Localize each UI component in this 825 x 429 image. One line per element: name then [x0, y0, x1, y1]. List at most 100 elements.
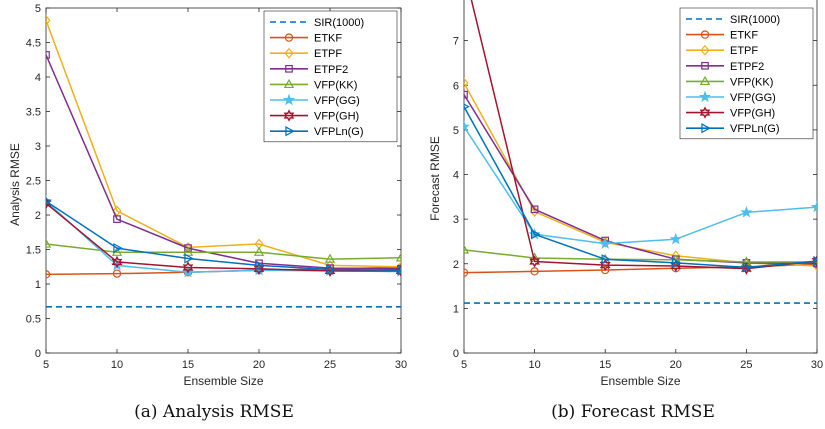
data-point-vfpln-g [184, 253, 194, 264]
series-line-vfp-kk [464, 249, 817, 263]
data-point-vfp-kk [182, 246, 194, 256]
y-tick-label: 2 [453, 259, 459, 271]
x-tick-label: 25 [324, 359, 336, 371]
chart-analysis-rmse: 5 10 15 20 25 30 0 0.5 1 1.5 2 2.5 3 3.5 4 4.5 5 Ensemble… [8, 3, 407, 422]
legend-label-etpf: ETPF [314, 48, 342, 60]
x-tick-label: 20 [253, 359, 265, 371]
series-line-etpf2 [464, 94, 817, 265]
x-tick-label: 10 [528, 359, 540, 371]
y-tick-label: 3.5 [26, 107, 41, 119]
data-point-etpf2 [113, 215, 121, 223]
data-point-vfp-gh [529, 255, 540, 268]
x-tick-label: 15 [599, 359, 611, 371]
legend-label-vfp-kk: VFP(KK) [730, 76, 773, 88]
data-point-etpf [464, 77, 469, 89]
data-point-vfp-gh [811, 254, 817, 268]
data-point-vfpln-g [326, 264, 336, 275]
data-point-vfpln-g [742, 262, 753, 273]
legend-label-etkf: ETKF [730, 30, 758, 42]
data-point-vfpln-g [464, 103, 470, 110]
legend-marker-etpf [700, 44, 710, 56]
series-line-vfp-kk [46, 243, 401, 260]
data-point-vfp-gg [740, 206, 753, 218]
data-point-vfpln-g [601, 254, 611, 265]
data-point-vfp-gh [182, 261, 194, 274]
data-point-vfp-gh [599, 258, 611, 272]
data-point-vfpln-g [397, 265, 401, 276]
legend-label-sir-1000: SIR(1000) [730, 14, 780, 26]
y-tick-label: 2 [35, 210, 41, 222]
legend-label-vfp-gg: VFP(GG) [314, 95, 360, 107]
figure-caption: (a) Analysis RMSE [134, 402, 294, 422]
y-tick-label: 1 [35, 279, 41, 291]
data-point-etkf [530, 267, 539, 276]
x-tick-label: 10 [111, 359, 123, 371]
legend-marker-vfp-gh [283, 109, 295, 122]
legend-marker-vfpln-g [285, 126, 295, 137]
y-tick-label: 2.5 [26, 176, 41, 188]
legend-label-etpf2: ETPF2 [730, 61, 764, 73]
legend-label-vfpln-g: VFPLn(G) [730, 123, 780, 135]
y-tick-label: 0.5 [26, 314, 41, 326]
x-axis-label: Ensemble Size [600, 374, 680, 388]
legend-label-etpf: ETPF [730, 45, 758, 57]
legend: SIR(1000) ETKF ETPF ETPF2 VFP(KK) VFP(GG) VFP(… [679, 7, 814, 140]
y-tick-label: 1 [453, 303, 459, 315]
legend-marker-etpf2 [701, 61, 709, 70]
x-tick-label: 5 [461, 359, 467, 371]
legend-box [679, 7, 814, 140]
legend: SIR(1000) ETKF ETPF ETPF2 VFP(KK) VFP(GG) VFP(… [263, 10, 398, 143]
series-line-etpf2 [46, 54, 401, 270]
data-point-vfp-kk [395, 252, 401, 262]
legend-label-vfpln-g: VFPLn(G) [314, 126, 364, 138]
legend-marker-vfp-kk [283, 78, 295, 89]
data-point-vfp-kk [464, 244, 470, 254]
y-tick-label: 4 [35, 72, 41, 84]
data-point-etkf [46, 270, 51, 279]
data-point-vfp-gg [464, 120, 471, 132]
legend-marker-etpf [284, 47, 294, 59]
data-point-vfp-kk [324, 253, 336, 263]
legend-label-vfp-gg: VFP(GG) [730, 92, 776, 104]
y-tick-label: 3 [35, 141, 41, 153]
series-group [46, 14, 401, 308]
y-tick-label: 5 [35, 3, 41, 15]
data-point-vfp-kk [46, 238, 52, 248]
legend-marker-vfpln-g [701, 123, 711, 134]
data-point-vfpln-g [813, 255, 817, 267]
data-point-etkf [464, 268, 469, 277]
data-point-vfpln-g [255, 260, 265, 271]
figure-caption: (b) Forecast RMSE [551, 402, 715, 422]
series-line-vfpln-g [464, 106, 817, 269]
legend-marker-etkf [700, 30, 710, 39]
y-axis-label: Forecast RMSE [428, 136, 442, 221]
legend-label-vfp-gh: VFP(GH) [730, 108, 775, 120]
x-tick-label: 30 [395, 359, 407, 371]
x-tick-label: 30 [811, 359, 823, 371]
series-line-vfp-gg [464, 126, 817, 245]
legend-marker-etkf [284, 33, 294, 42]
y-tick-label: 1.5 [26, 245, 41, 257]
data-point-vfp-gg [599, 237, 612, 249]
data-point-etpf2 [46, 51, 50, 59]
y-tick-label: 4.5 [26, 38, 41, 50]
y-tick-label: 4 [453, 170, 459, 182]
series-line-vfp-gh [46, 202, 401, 272]
data-point-vfpln-g [672, 257, 682, 269]
y-axis-label: Analysis RMSE [8, 143, 22, 226]
data-point-vfpln-g [113, 242, 123, 254]
x-tick-label: 25 [740, 359, 752, 371]
data-point-vfp-gg [669, 232, 682, 245]
x-axis-label: Ensemble Size [183, 374, 263, 388]
x-tick-label: 20 [670, 359, 682, 371]
data-point-etpf [46, 14, 51, 26]
data-point-etkf [112, 269, 122, 278]
legend-label-etkf: ETKF [314, 33, 342, 45]
series-line-etpf [46, 20, 401, 268]
chart-forecast-rmse: 5 10 15 20 25 30 0 1 2 3 4 5 6 7 Ensemble Size Forecast… [428, 0, 823, 422]
legend-label-vfp-kk: VFP(KK) [314, 79, 357, 91]
data-point-vfp-gh [253, 262, 265, 275]
legend-label-etpf2: ETPF2 [314, 64, 348, 76]
series-group [464, 0, 817, 304]
